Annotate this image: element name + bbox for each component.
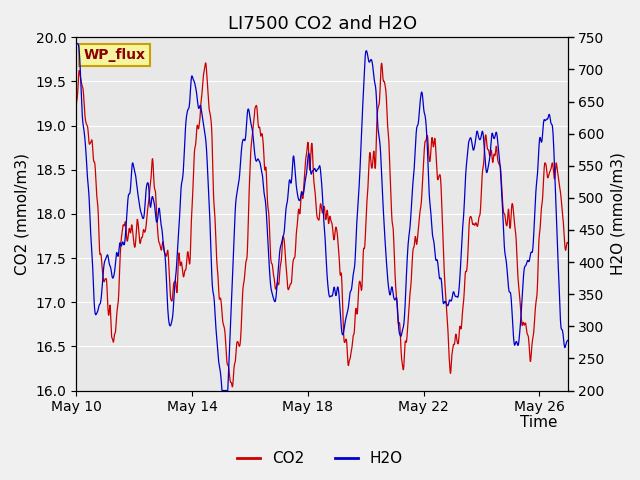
Title: LI7500 CO2 and H2O: LI7500 CO2 and H2O [228, 15, 417, 33]
X-axis label: Time: Time [520, 415, 557, 430]
Text: WP_flux: WP_flux [84, 48, 145, 62]
Legend: CO2, H2O: CO2, H2O [231, 445, 409, 472]
Y-axis label: CO2 (mmol/m3): CO2 (mmol/m3) [15, 153, 30, 275]
Y-axis label: H2O (mmol/m3): H2O (mmol/m3) [610, 153, 625, 276]
